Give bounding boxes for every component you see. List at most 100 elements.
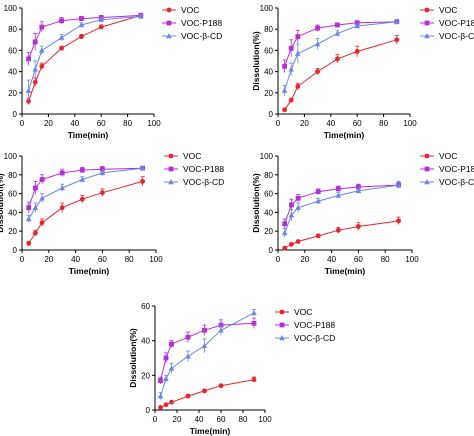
data-point [281, 87, 288, 93]
data-point [33, 230, 38, 236]
data-point [158, 378, 163, 383]
data-point [282, 63, 287, 69]
y-tick-label: 80 [8, 25, 17, 34]
y-tick-label: 80 [264, 25, 273, 34]
data-point [251, 320, 257, 326]
legend-marker [279, 335, 285, 341]
y-tick-label: 0 [13, 110, 18, 119]
data-point [59, 18, 64, 24]
legend-label: VOC-β-CD [181, 31, 222, 41]
y-tick-label: 60 [8, 46, 17, 55]
data-point [39, 63, 45, 69]
x-tick-label: 0 [276, 255, 281, 264]
data-point [98, 24, 104, 30]
data-point [202, 388, 207, 394]
legend-label: VOC-P188 [439, 164, 474, 174]
series-VOC-β-CD [25, 165, 146, 223]
legend-marker [166, 33, 172, 39]
data-point [33, 185, 38, 191]
data-point [25, 215, 32, 222]
data-point [315, 198, 321, 204]
data-point [295, 239, 301, 244]
series-line [28, 167, 143, 220]
data-point [158, 405, 163, 410]
series-line [28, 14, 141, 102]
series-line [28, 14, 141, 60]
y-tick-label: 0 [269, 110, 274, 119]
data-point [295, 204, 301, 210]
series-VOC-P188 [26, 165, 145, 214]
series-VOC-β-CD [281, 180, 402, 238]
data-point [288, 45, 294, 51]
data-point [295, 50, 301, 56]
data-point [39, 47, 45, 53]
series-VOC [26, 176, 146, 246]
data-point [334, 30, 341, 36]
x-tick-label: 40 [71, 255, 80, 264]
y-tick-label: 20 [8, 89, 17, 98]
y-tick-label: 0 [13, 246, 18, 255]
data-point [163, 355, 169, 361]
series-line [284, 184, 399, 224]
data-point [25, 87, 32, 93]
data-point [315, 189, 321, 195]
data-point [282, 245, 288, 251]
legend-marker [424, 153, 430, 159]
y-tick-label: 60 [264, 190, 273, 199]
data-point [26, 205, 32, 211]
legend-label: VOC-P188 [183, 164, 224, 174]
data-point [289, 241, 294, 247]
series-line [160, 322, 255, 381]
y-tick-label: 100 [260, 4, 274, 13]
legend-marker [279, 322, 285, 328]
legend-marker [166, 20, 172, 26]
x-axis-title: Time(min) [324, 130, 365, 140]
chart-panel-2: 0 20 40 60 80 100 0 20 40 60 80 100 Time(min) Dissolu… [251, 4, 474, 140]
data-point [288, 97, 294, 103]
legend-label: VOC-P188 [439, 18, 474, 28]
series-line [284, 220, 399, 249]
y-tick-label: 60 [8, 190, 17, 199]
data-point [354, 23, 360, 29]
x-tick-label: 80 [123, 119, 132, 128]
data-point [288, 66, 294, 72]
legend-label: VOC-β-CD [439, 31, 474, 41]
series-line [284, 21, 397, 67]
data-point [100, 190, 105, 196]
series-line [284, 184, 399, 234]
data-point [289, 202, 294, 208]
data-point [157, 393, 164, 399]
legend-label: VOC-P188 [294, 320, 335, 330]
data-point [98, 16, 104, 22]
data-point [315, 25, 320, 31]
data-point [79, 167, 85, 173]
legend-marker [424, 166, 430, 172]
y-tick-label: 40 [264, 68, 273, 77]
x-tick-label: 60 [353, 119, 362, 128]
series-VOC-β-CD [25, 13, 144, 102]
legend-marker [279, 309, 285, 315]
series-VOC-P188 [282, 19, 400, 73]
data-point [315, 69, 320, 74]
legend-marker [424, 33, 430, 39]
x-tick-label: 40 [195, 415, 204, 424]
data-point [202, 327, 207, 333]
data-point [26, 241, 32, 246]
y-tick-label: 20 [264, 227, 273, 236]
data-point [78, 21, 85, 28]
legend-marker [166, 7, 172, 13]
data-point [281, 230, 288, 236]
data-point [282, 221, 288, 227]
series-VOC-P188 [26, 12, 144, 66]
legend: VOC VOC-P188 VOC-β-CD [275, 307, 335, 343]
series-VOC-β-CD [157, 309, 257, 400]
y-tick-label: 20 [8, 227, 17, 236]
legend-label: VOC [439, 151, 457, 161]
y-tick-label: 100 [4, 4, 18, 13]
x-tick-label: 100 [405, 255, 419, 264]
data-point [79, 176, 86, 182]
chart-panel-5: 0 20 40 60 0 20 40 60 80 100 Time(min) Dissolution(… [128, 302, 335, 436]
x-axis-title: Time(min) [325, 266, 366, 276]
x-tick-label: 0 [20, 119, 25, 128]
